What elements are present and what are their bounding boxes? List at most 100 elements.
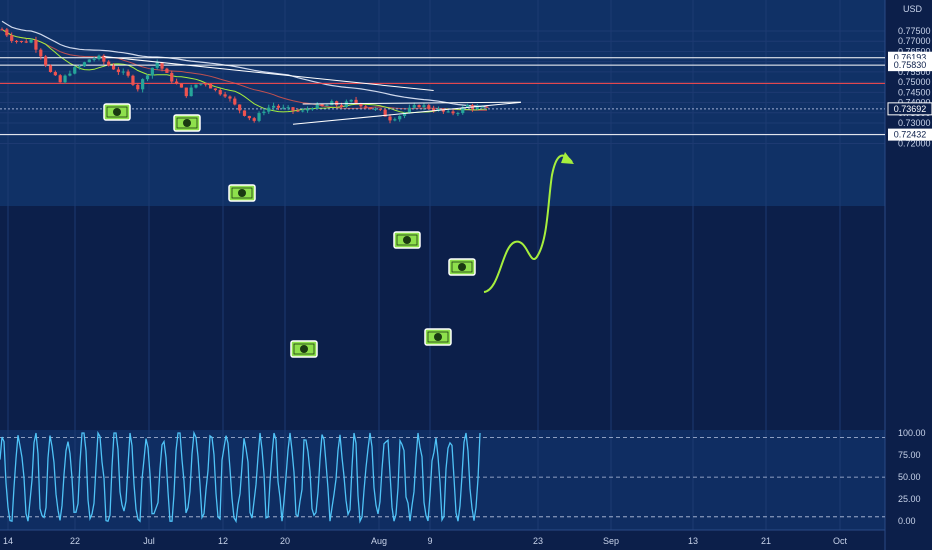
candle-body xyxy=(145,75,150,80)
candle-body xyxy=(480,106,484,108)
candle-body xyxy=(461,107,465,114)
candle-body xyxy=(208,83,213,89)
candle-body xyxy=(10,35,14,41)
time-tick-label: 13 xyxy=(688,536,698,546)
price-tick-label: 0.74500 xyxy=(898,87,931,97)
time-tick-label: 9 xyxy=(427,536,432,546)
dollar-bill-icon[interactable] xyxy=(173,114,201,132)
dollar-bill-icon[interactable] xyxy=(448,258,476,276)
dollar-bill-icon[interactable] xyxy=(393,231,421,249)
candle-body xyxy=(116,69,120,73)
candle-body xyxy=(354,99,358,104)
candle-body xyxy=(223,94,227,97)
dollar-bill-icon[interactable] xyxy=(424,328,452,346)
candle-body xyxy=(58,75,62,83)
projection-arrowhead xyxy=(561,152,574,164)
support-line[interactable] xyxy=(292,101,521,125)
candle-body xyxy=(150,67,154,76)
candle-body xyxy=(301,110,305,112)
candle-body xyxy=(0,29,4,31)
candle-body xyxy=(407,107,411,113)
candle-body xyxy=(451,111,455,114)
candle-body xyxy=(111,65,116,70)
level-label: 0.72432 xyxy=(894,130,927,140)
candle-body xyxy=(422,105,426,108)
candle-body xyxy=(335,101,339,106)
candle-body xyxy=(121,71,125,73)
price-tick-label: 0.75000 xyxy=(898,77,931,87)
candle-body xyxy=(44,56,48,66)
time-axis[interactable]: 14 22 Jul 12 20 Aug 9 23 Sep 13 21 Oct xyxy=(3,536,848,546)
candle-body xyxy=(179,83,184,88)
candle-body xyxy=(388,116,392,121)
down-trend-line[interactable] xyxy=(103,56,434,91)
projection-path[interactable] xyxy=(483,154,573,293)
candle-body xyxy=(315,104,319,109)
horizontal-levels xyxy=(0,57,885,136)
moving-average-long xyxy=(1,20,488,108)
candlestick-series xyxy=(0,27,489,124)
time-tick-label: 20 xyxy=(280,536,290,546)
candle-body xyxy=(131,75,135,85)
time-tick-label: 12 xyxy=(218,536,228,546)
candle-body xyxy=(310,108,314,110)
time-tick-label: Aug xyxy=(371,536,387,546)
candle-body xyxy=(29,39,33,43)
candle-body xyxy=(213,88,217,91)
candle-body xyxy=(107,61,111,66)
price-tick-label: 0.75500 xyxy=(898,67,931,77)
time-tick-label: Jul xyxy=(143,536,155,546)
oscillator-tick-label: 50.00 xyxy=(898,472,921,482)
oscillator-tick-label: 25.00 xyxy=(898,494,921,504)
candle-body xyxy=(257,113,261,121)
candle-body xyxy=(68,73,72,76)
candle-body xyxy=(247,115,251,119)
candle-body xyxy=(228,96,232,99)
dollar-bill-icon[interactable] xyxy=(103,103,131,121)
candle-body xyxy=(233,98,237,105)
candle-body xyxy=(194,84,198,88)
resistance-line[interactable] xyxy=(302,101,521,105)
candle-body xyxy=(446,111,450,113)
candle-body xyxy=(417,105,421,108)
dollar-bill-icon[interactable] xyxy=(290,340,318,358)
candle-body xyxy=(432,108,436,111)
price-tick-label: 0.77500 xyxy=(898,26,931,36)
candle-body xyxy=(276,105,281,108)
candle-body xyxy=(475,106,479,109)
level-label-box xyxy=(888,59,932,72)
candle-body xyxy=(24,41,28,43)
dollar-bill-icon[interactable] xyxy=(228,184,256,202)
candle-body xyxy=(330,101,334,106)
level-label: 0.76193 xyxy=(894,53,927,63)
price-tick-label: 0.73000 xyxy=(898,118,931,128)
time-tick-label: Oct xyxy=(833,536,848,546)
time-tick-label: 23 xyxy=(533,536,543,546)
candle-body xyxy=(19,40,23,42)
candle-body xyxy=(412,105,416,108)
candle-body xyxy=(63,75,67,83)
candle-body xyxy=(34,39,38,50)
candle-body xyxy=(175,81,179,84)
candle-body xyxy=(136,84,140,90)
price-tick-label: 0.77000 xyxy=(898,36,931,46)
time-tick-label: 22 xyxy=(70,536,80,546)
candle-body xyxy=(369,107,373,110)
candle-body xyxy=(78,66,82,68)
currency-label: USD xyxy=(903,4,923,14)
candle-body xyxy=(393,119,397,121)
moving-average-mid xyxy=(1,28,487,111)
price-axis[interactable]: USD 0.775000.770000.765000.760000.755000… xyxy=(887,4,932,148)
candle-body xyxy=(204,83,208,85)
candle-body xyxy=(456,113,460,115)
oscillator-tick-label: 100.00 xyxy=(898,428,926,438)
candle-body xyxy=(48,65,53,73)
candle-body xyxy=(378,108,382,110)
candle-body xyxy=(296,110,300,112)
candle-body xyxy=(102,55,106,62)
candle-body xyxy=(39,49,43,57)
price-tick-label: 0.76500 xyxy=(898,46,931,56)
candle-body xyxy=(359,103,363,107)
candle-body xyxy=(238,104,242,111)
